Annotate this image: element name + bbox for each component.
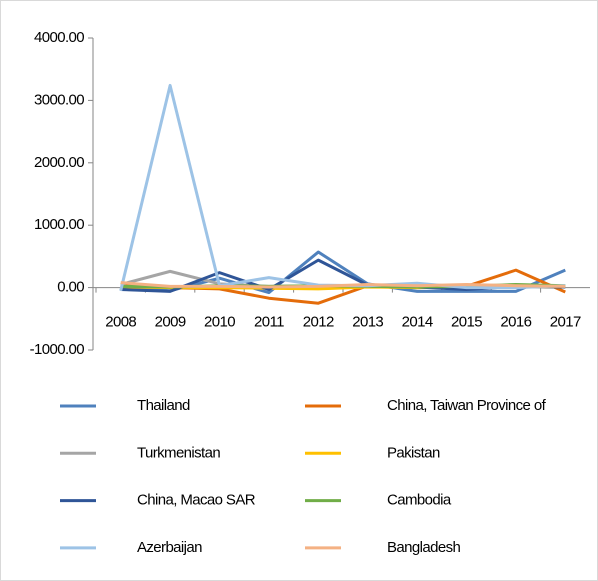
x-tick-label: 2013: [352, 314, 383, 331]
x-tick-label: 2011: [254, 314, 284, 331]
x-tick-label: 2009: [155, 314, 186, 331]
y-tick-label: -1000.00: [30, 341, 85, 358]
x-tick-label: 2017: [550, 314, 581, 331]
y-tick-label: 4000.00: [34, 29, 84, 46]
legend-label: Cambodia: [387, 492, 452, 509]
y-tick-label: 3000.00: [34, 91, 84, 108]
x-tick-label: 2015: [451, 314, 482, 331]
x-tick-label: 2012: [303, 314, 334, 331]
x-tick-label: 2016: [500, 314, 531, 331]
legend-label: Azerbaijan: [137, 539, 202, 556]
series-line: [120, 281, 566, 289]
legend-label: Bangladesh: [387, 539, 460, 556]
series-line: [120, 250, 566, 295]
legend-label: Turkmenistan: [137, 444, 220, 461]
y-tick-label: 1000.00: [34, 216, 84, 233]
legend-label: Pakistan: [387, 444, 440, 461]
legend-label: China, Macao SAR: [137, 492, 256, 509]
y-tick-label: 2000.00: [34, 154, 84, 171]
x-tick-label: 2008: [105, 314, 136, 331]
x-tick-label: 2014: [402, 314, 433, 331]
legend-label: China, Taiwan Province of: [387, 397, 547, 414]
x-tick-label: 2010: [204, 314, 235, 331]
legend-label: Thailand: [137, 397, 190, 414]
y-tick-label: 0.00: [57, 279, 84, 296]
